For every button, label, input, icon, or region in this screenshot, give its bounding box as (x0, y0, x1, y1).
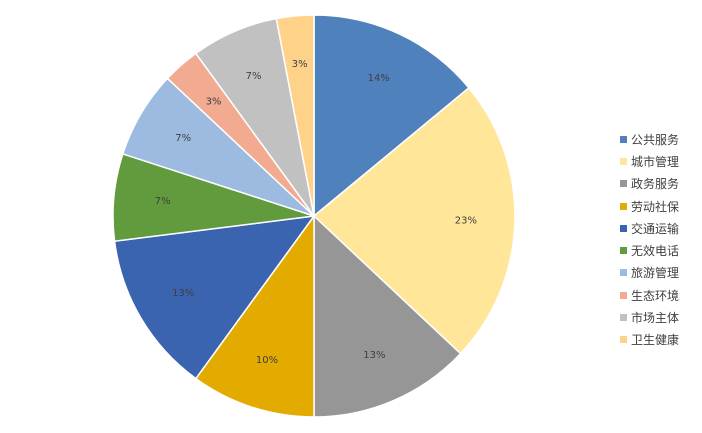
legend-item-3: 劳动社保 (620, 195, 679, 217)
chart-legend: 公共服务城市管理政务服务劳动社保交通运输无效电话旅游管理生态环境市场主体卫生健康 (620, 128, 679, 351)
legend-item-6: 旅游管理 (620, 262, 679, 284)
legend-swatch (620, 180, 627, 188)
pie-slice-2 (313, 214, 462, 418)
legend-swatch (620, 269, 627, 277)
legend-swatch (620, 291, 627, 299)
legend-label: 卫生健康 (631, 333, 680, 348)
slice-data-label-7: 3% (206, 97, 222, 108)
slice-data-label-8: 7% (246, 71, 262, 82)
slice-data-label-4: 13% (172, 288, 194, 299)
legend-label: 生态环境 (631, 288, 680, 303)
legend-item-4: 交通运输 (620, 217, 679, 239)
legend-item-7: 生态环境 (620, 284, 679, 306)
legend-swatch (620, 202, 627, 210)
legend-item-2: 政务服务 (620, 173, 679, 195)
legend-label: 市场主体 (631, 311, 680, 326)
pie-slice-4 (113, 215, 316, 380)
legend-swatch (620, 224, 627, 232)
legend-item-9: 卫生健康 (620, 329, 679, 351)
legend-label: 城市管理 (631, 154, 680, 169)
pie-slice-3 (194, 213, 315, 418)
legend-swatch (620, 336, 627, 344)
slice-data-label-1: 23% (455, 215, 477, 226)
pie-slice-1 (312, 86, 516, 355)
legend-label: 交通运输 (631, 221, 680, 236)
slice-data-label-6: 7% (175, 133, 191, 144)
legend-item-5: 无效电话 (620, 239, 679, 261)
legend-label: 公共服务 (631, 132, 680, 147)
legend-swatch (620, 135, 627, 143)
legend-item-1: 城市管理 (620, 150, 679, 172)
slice-data-label-3: 10% (256, 355, 278, 366)
legend-swatch (620, 314, 627, 322)
legend-label: 劳动社保 (631, 199, 680, 214)
legend-swatch (620, 247, 627, 255)
slice-data-label-0: 14% (368, 73, 390, 84)
legend-label: 政务服务 (631, 177, 680, 192)
legend-swatch (620, 157, 627, 165)
slice-data-label-2: 13% (363, 350, 385, 361)
legend-item-0: 公共服务 (620, 128, 679, 150)
slice-data-label-9: 3% (292, 59, 308, 70)
legend-label: 旅游管理 (631, 266, 680, 281)
slice-data-label-5: 7% (155, 196, 171, 207)
legend-item-8: 市场主体 (620, 306, 679, 328)
pie-slice-9 (275, 14, 315, 217)
pie-slice-0 (313, 14, 470, 218)
legend-label: 无效电话 (631, 244, 680, 259)
